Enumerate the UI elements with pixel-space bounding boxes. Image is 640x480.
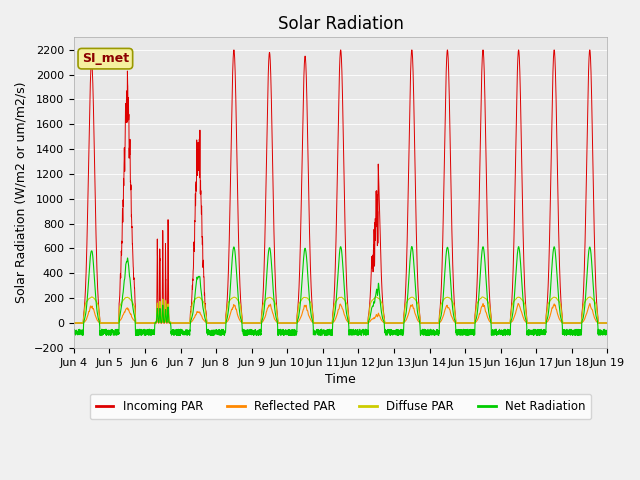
X-axis label: Time: Time <box>325 373 356 386</box>
Diffuse PAR <box>431 320 438 326</box>
Net Radiation <box>460 328 468 334</box>
Incoming PAR <box>70 320 77 326</box>
Incoming PAR <box>603 320 611 326</box>
Net Radiation <box>603 328 611 334</box>
Incoming PAR <box>230 47 237 53</box>
Reflected PAR <box>321 320 328 326</box>
Reflected PAR <box>604 320 611 326</box>
Line: Net Radiation: Net Radiation <box>74 247 607 336</box>
Net Radiation <box>604 328 611 334</box>
Title: Solar Radiation: Solar Radiation <box>278 15 404 33</box>
Net Radiation <box>431 332 438 338</box>
Diffuse PAR <box>88 294 96 300</box>
Net Radiation <box>166 320 173 325</box>
Net Radiation <box>491 329 499 335</box>
Incoming PAR <box>460 320 468 326</box>
Line: Reflected PAR: Reflected PAR <box>74 303 607 323</box>
Reflected PAR <box>460 320 468 326</box>
Reflected PAR <box>70 320 77 326</box>
Diffuse PAR <box>460 320 468 326</box>
Incoming PAR <box>321 320 328 326</box>
Incoming PAR <box>431 320 438 326</box>
Reflected PAR <box>515 300 522 306</box>
Incoming PAR <box>490 320 498 326</box>
Line: Diffuse PAR: Diffuse PAR <box>74 297 607 323</box>
Net Radiation <box>209 333 216 338</box>
Incoming PAR <box>166 320 173 326</box>
Net Radiation <box>321 330 328 336</box>
Text: SI_met: SI_met <box>82 52 129 65</box>
Diffuse PAR <box>321 320 328 326</box>
Diffuse PAR <box>603 320 611 326</box>
Line: Incoming PAR: Incoming PAR <box>74 50 607 323</box>
Net Radiation <box>70 328 77 334</box>
Incoming PAR <box>604 320 611 326</box>
Legend: Incoming PAR, Reflected PAR, Diffuse PAR, Net Radiation: Incoming PAR, Reflected PAR, Diffuse PAR… <box>90 394 591 419</box>
Diffuse PAR <box>166 319 173 325</box>
Reflected PAR <box>603 320 611 326</box>
Y-axis label: Solar Radiation (W/m2 or um/m2/s): Solar Radiation (W/m2 or um/m2/s) <box>15 82 28 303</box>
Net Radiation <box>408 244 416 250</box>
Diffuse PAR <box>604 320 611 326</box>
Reflected PAR <box>166 320 173 326</box>
Diffuse PAR <box>70 320 77 326</box>
Reflected PAR <box>431 320 438 326</box>
Diffuse PAR <box>490 320 498 326</box>
Reflected PAR <box>490 320 498 326</box>
